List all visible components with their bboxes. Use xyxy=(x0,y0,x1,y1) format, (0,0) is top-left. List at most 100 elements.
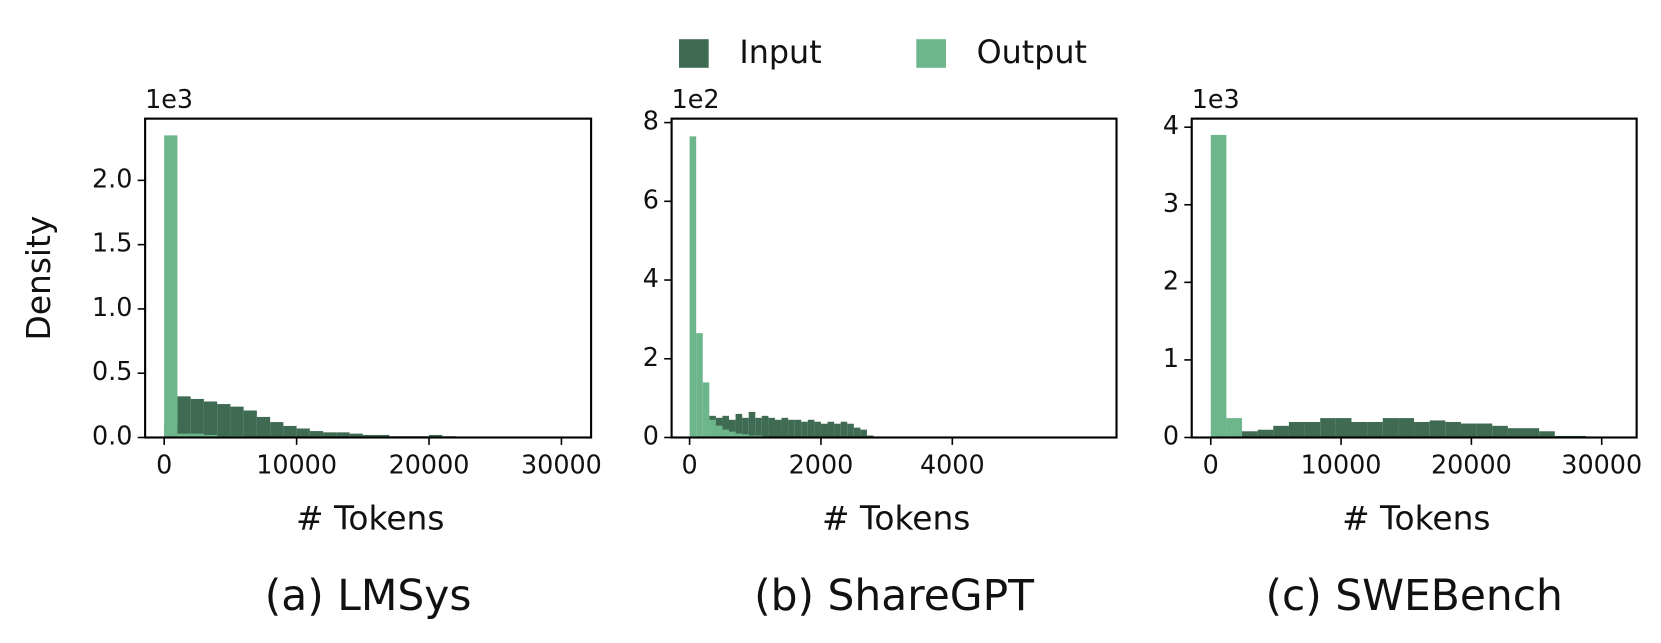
histogram-bar xyxy=(840,421,848,438)
histogram-bar xyxy=(1210,134,1227,438)
histogram-bar xyxy=(702,382,710,438)
histogram-bar xyxy=(1351,421,1368,438)
histogram-bar xyxy=(1492,425,1508,438)
histogram-bar xyxy=(1226,418,1243,438)
histogram-bar xyxy=(283,425,297,438)
histogram-bar xyxy=(256,416,271,438)
histogram-bar xyxy=(722,429,730,438)
histogram-bar xyxy=(729,431,736,438)
histogram-bar xyxy=(735,413,743,438)
histogram-bar xyxy=(1539,431,1555,438)
x-axis-label: # Tokens xyxy=(1342,500,1490,538)
histogram-bar xyxy=(820,423,828,438)
histogram-bar xyxy=(742,434,749,438)
histogram-bar xyxy=(296,428,310,438)
histogram-bar xyxy=(177,396,191,438)
histogram-bar xyxy=(1460,423,1477,438)
histogram-bar xyxy=(853,427,861,438)
subplot-caption: (a) LMSys xyxy=(265,571,472,620)
y-tick-label: 2 xyxy=(643,342,659,372)
histogram-bar xyxy=(1429,420,1446,438)
histogram-bar xyxy=(362,434,377,438)
histogram-bar xyxy=(349,433,363,438)
histogram-bar xyxy=(748,411,756,438)
histogram-bar xyxy=(709,419,716,438)
histogram-bar xyxy=(1507,428,1524,438)
y-tick-label: 6 xyxy=(643,184,659,214)
y-tick-label: 2 xyxy=(1163,265,1179,295)
histogram-bar xyxy=(203,401,218,438)
histogram-bar xyxy=(794,419,802,438)
subplot-caption: (b) ShareGPT xyxy=(754,571,1034,620)
y-tick-label: 2.0 xyxy=(92,163,132,193)
axes-frame xyxy=(670,117,1118,439)
histogram-bar xyxy=(376,434,390,438)
histogram-bar xyxy=(847,423,854,438)
histogram-bar xyxy=(1288,421,1305,438)
axes-frame xyxy=(1190,117,1638,439)
y-tick-label: 0 xyxy=(643,420,659,450)
x-tick-label: 10000 xyxy=(1301,450,1382,480)
y-tick-label: 4 xyxy=(643,263,659,293)
x-tick-label: 10000 xyxy=(256,450,337,480)
y-tick-label: 1 xyxy=(1163,343,1179,373)
histogram-bar xyxy=(689,136,697,438)
histogram-bar xyxy=(177,433,191,438)
axes-frame xyxy=(144,117,593,439)
x-tick-label: 0 xyxy=(156,450,172,480)
y-tick-label: 8 xyxy=(643,106,659,136)
plot-area xyxy=(689,136,874,438)
histogram-bar xyxy=(735,433,743,438)
histogram-bar xyxy=(190,398,204,438)
histogram-bar xyxy=(768,417,775,438)
histogram-bar xyxy=(164,135,178,438)
plot-area xyxy=(164,135,575,438)
y-tick-label: 4 xyxy=(1163,110,1179,140)
histogram-bar xyxy=(774,419,782,438)
y-offset-label: 1e3 xyxy=(1192,84,1240,114)
histogram-bar xyxy=(1398,418,1415,438)
legend-label: Output xyxy=(977,35,1087,71)
x-axis-label: # Tokens xyxy=(822,500,970,538)
histogram-bar xyxy=(834,423,841,438)
histogram-bar xyxy=(801,421,808,438)
histogram-bar xyxy=(1320,418,1336,438)
x-tick-label: 30000 xyxy=(1561,450,1642,480)
histogram-bar xyxy=(1523,428,1540,438)
histogram-bar xyxy=(1257,429,1274,438)
histogram-bar xyxy=(742,417,749,438)
x-axis-label: # Tokens xyxy=(296,500,444,538)
plot-area xyxy=(1210,134,1587,438)
histogram-bar xyxy=(203,434,218,438)
histogram-bar xyxy=(761,415,769,438)
y-tick-label: 0 xyxy=(1163,420,1179,450)
histogram-bar xyxy=(696,333,703,438)
legend-label: Input xyxy=(739,35,821,71)
x-tick-label: 4000 xyxy=(920,450,985,480)
y-axis-label: Density xyxy=(20,216,58,341)
histogram-bar xyxy=(827,421,835,438)
x-tick-label: 0 xyxy=(1203,450,1219,480)
histogram-bar xyxy=(860,429,867,438)
y-tick-label: 0.0 xyxy=(92,420,132,450)
y-tick-label: 1.0 xyxy=(92,292,132,322)
histogram-bar xyxy=(715,425,723,438)
histogram-bar xyxy=(807,419,815,438)
x-tick-label: 2000 xyxy=(789,450,854,480)
histogram-bar xyxy=(1242,431,1258,438)
x-tick-label: 0 xyxy=(682,450,698,480)
histogram-bar xyxy=(722,415,730,438)
histogram-bar xyxy=(323,432,337,438)
histogram-bar xyxy=(243,410,257,438)
y-offset-label: 1e2 xyxy=(672,84,720,114)
y-tick-label: 0.5 xyxy=(92,356,132,386)
legend-swatch xyxy=(916,39,946,68)
histogram-bar xyxy=(429,434,443,438)
x-tick-label: 20000 xyxy=(389,450,470,480)
histogram-bar xyxy=(336,432,350,438)
histogram-bar xyxy=(814,421,821,438)
histogram-bar xyxy=(1382,418,1399,438)
histogram-bar xyxy=(781,417,789,438)
histogram-bar xyxy=(1335,418,1352,438)
histogram-bar xyxy=(230,406,244,438)
